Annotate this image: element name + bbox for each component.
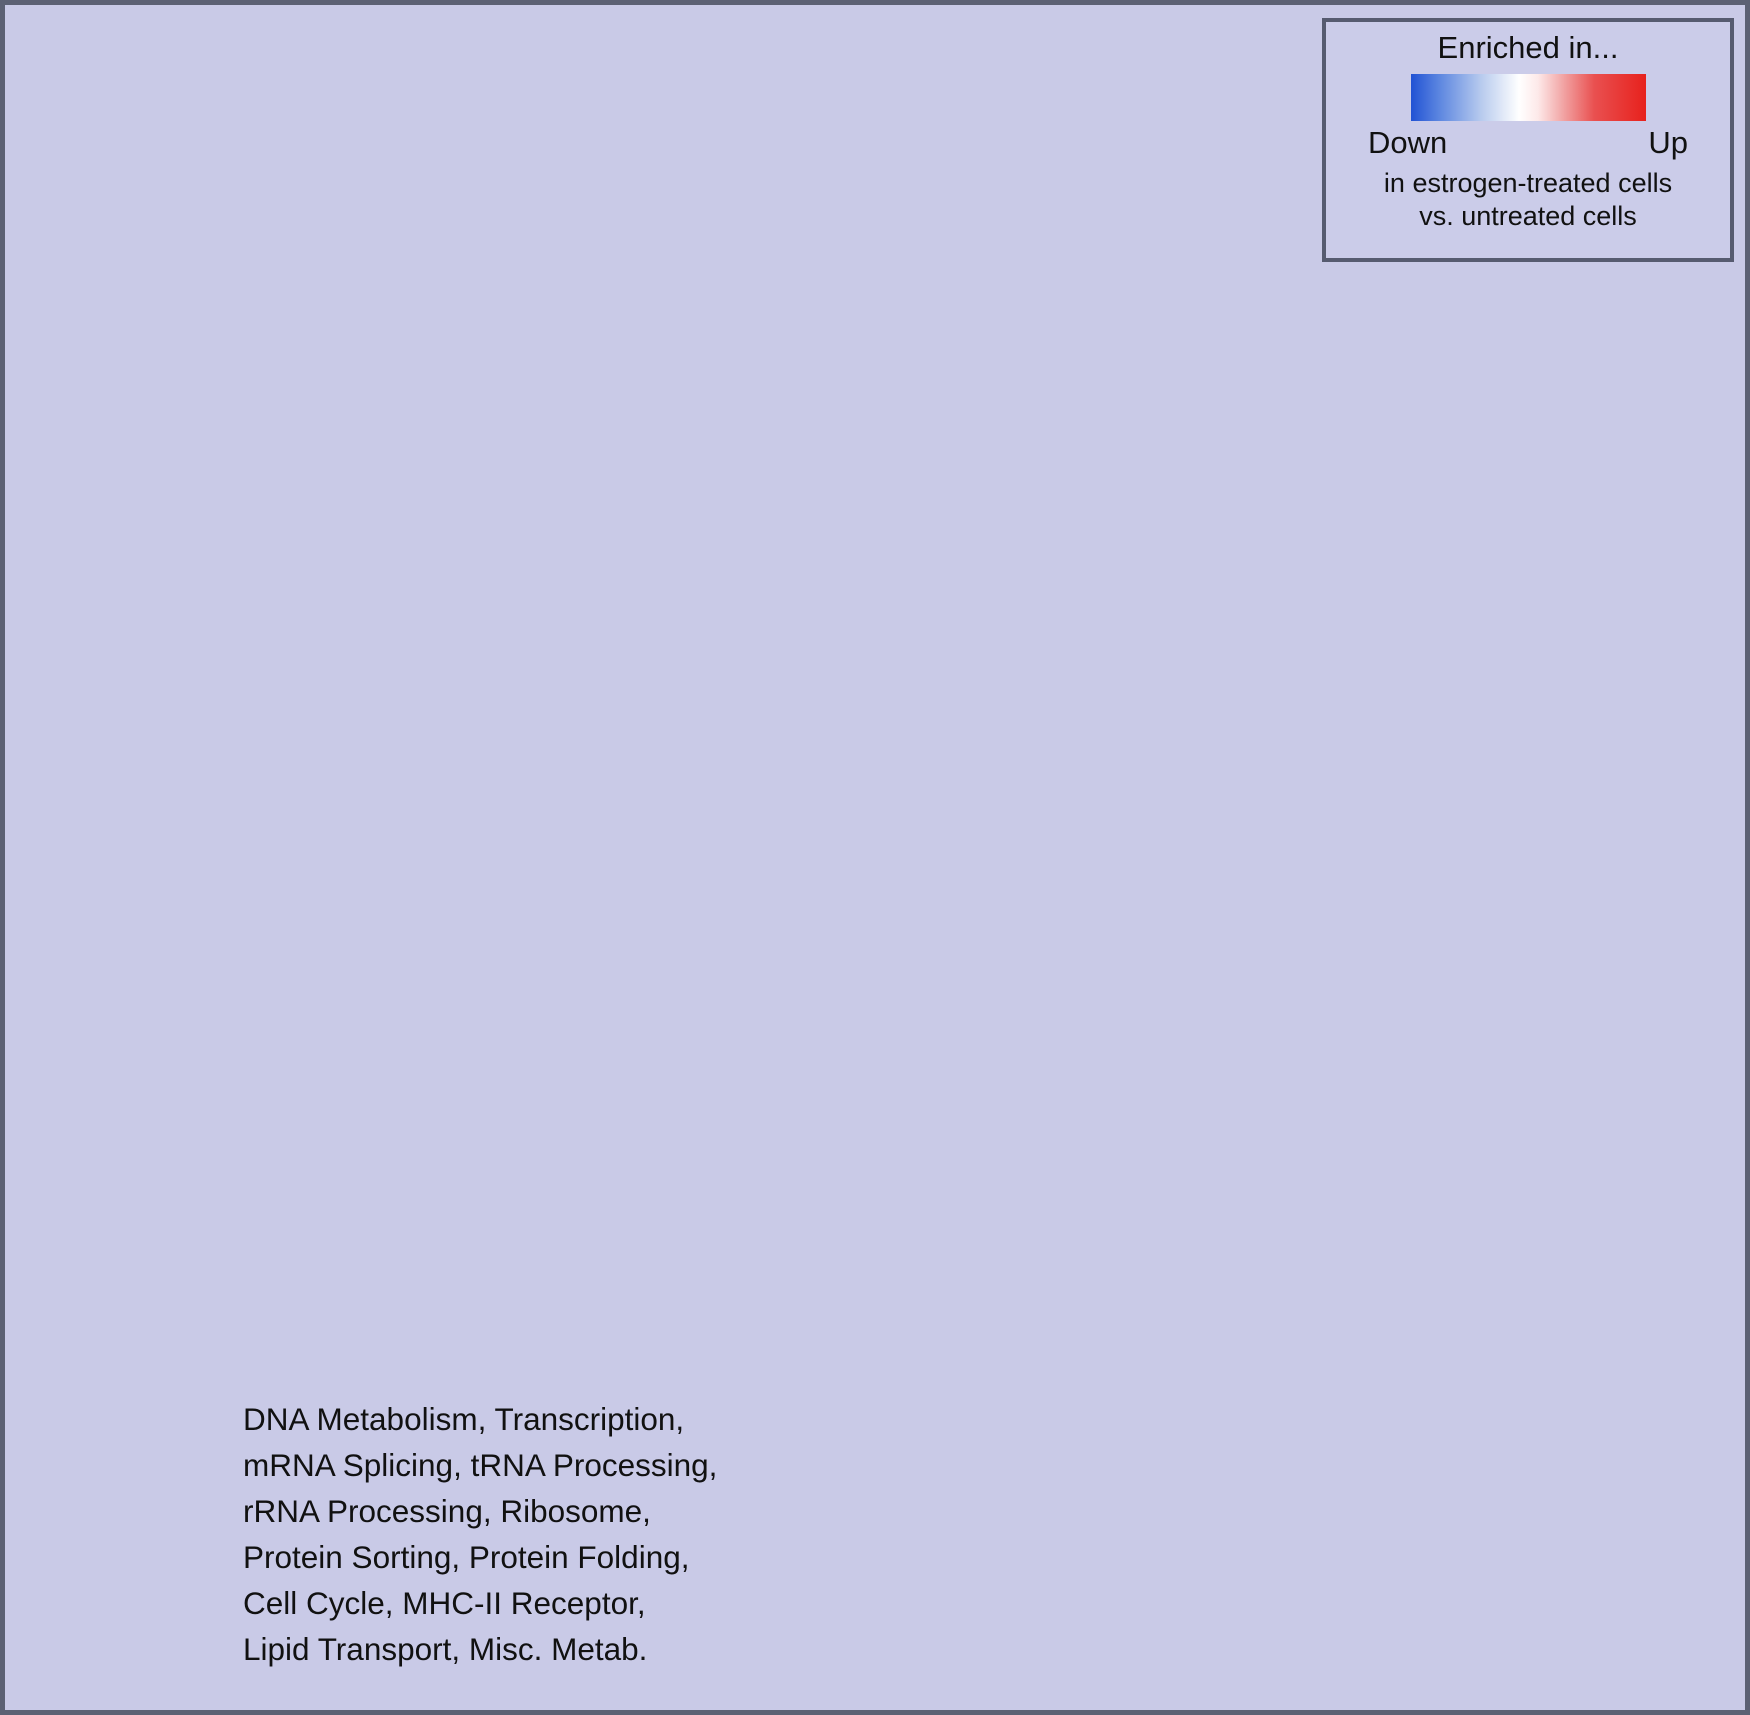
misc-line: mRNA Splicing, tRNA Processing, [243,1447,718,1483]
legend-gradient-bar [1410,74,1646,121]
legend-up-label: Up [1648,125,1688,160]
legend-subtitle-2: vs. untreated cells [1419,201,1637,231]
legend-title: Enriched in... [1437,30,1619,65]
misc-line: Protein Sorting, Protein Folding, [243,1539,690,1575]
misc-line: rRNA Processing, Ribosome, [243,1493,651,1529]
legend-extremes-row: Down Up [1368,125,1688,161]
misc-line: DNA Metabolism, Transcription, [243,1401,685,1437]
misc-annotation: DNA Metabolism, Transcription, mRNA Spli… [243,1396,717,1672]
misc-line: Cell Cycle, MHC-II Receptor, [243,1585,646,1621]
legend: Enriched in... Down Up in estrogen-treat… [1322,18,1734,262]
legend-down-label: Down [1368,125,1448,160]
misc-line: Lipid Transport, Misc. Metab. [243,1631,648,1667]
legend-subtitle-1: in estrogen-treated cells [1383,168,1673,198]
